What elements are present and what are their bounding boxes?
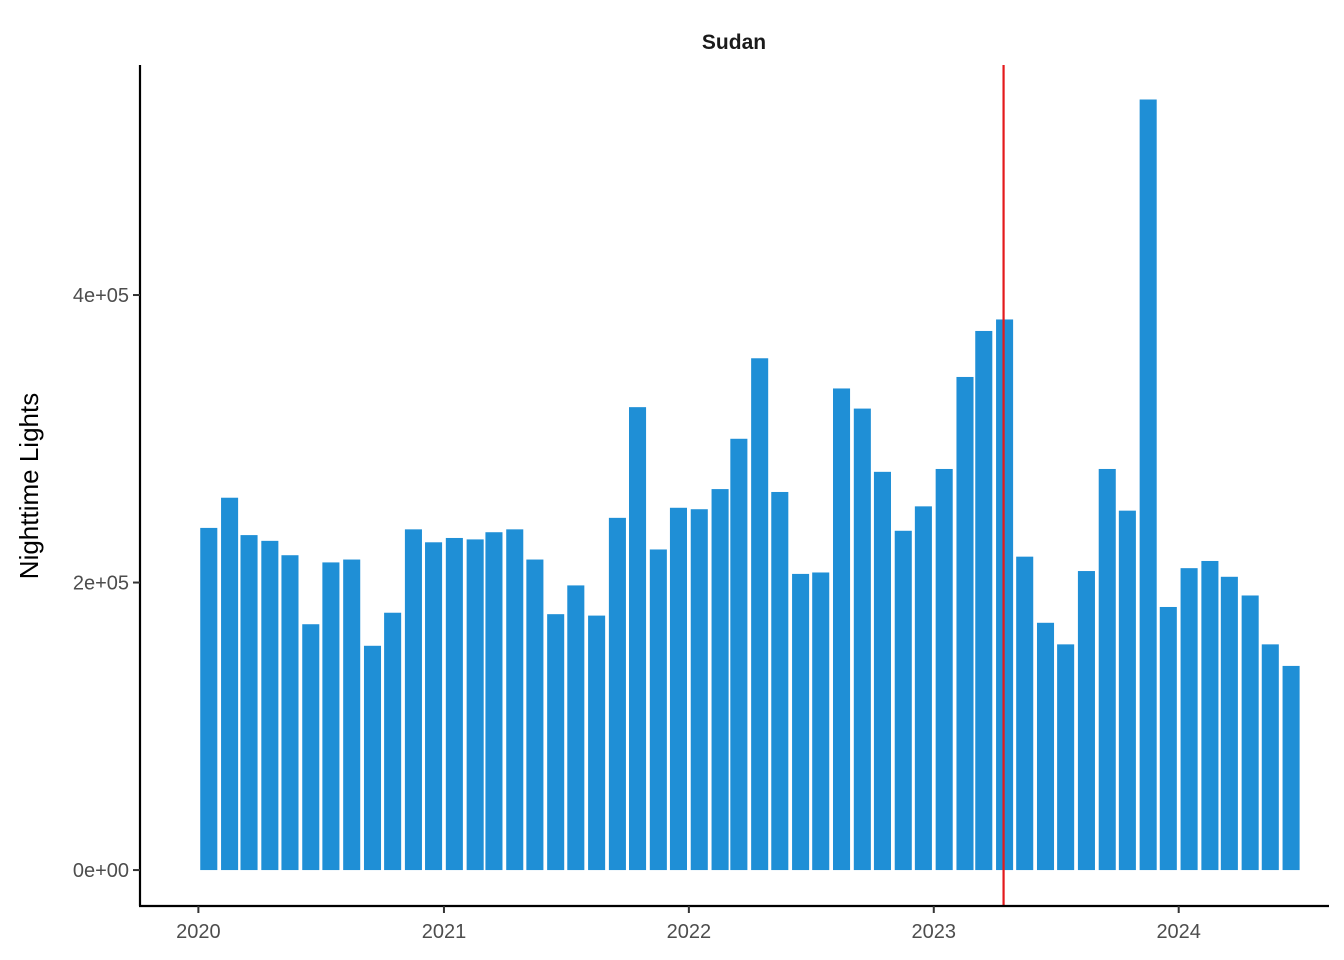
bar-2023-07 — [1057, 644, 1075, 871]
bar-2020-12 — [425, 542, 443, 871]
bar-2021-01 — [445, 537, 463, 871]
bar-2021-06 — [547, 614, 565, 871]
bar-2022-10 — [873, 471, 891, 871]
bar-2020-02 — [221, 497, 239, 871]
bar-2023-05 — [1016, 556, 1034, 871]
bar-2021-07 — [567, 585, 585, 871]
bar-2023-06 — [1036, 622, 1055, 871]
chart-title: Sudan — [702, 31, 766, 54]
bar-2021-05 — [526, 559, 544, 871]
bar-2021-11 — [649, 549, 667, 871]
bar-2020-10 — [384, 612, 402, 871]
x-tick-label: 2023 — [912, 921, 957, 943]
bar-2023-08 — [1077, 571, 1095, 871]
bar-2022-07 — [812, 572, 830, 871]
bar-2024-06 — [1282, 665, 1300, 871]
bar-2023-02 — [956, 376, 974, 871]
bar-2024-02 — [1201, 560, 1219, 871]
x-tick-label: 2020 — [176, 921, 221, 943]
bar-2024-05 — [1261, 644, 1279, 871]
bars-group — [200, 99, 1300, 871]
bar-2021-10 — [629, 407, 647, 871]
bar-2024-03 — [1220, 576, 1238, 871]
bar-2020-07 — [322, 562, 340, 871]
bar-2022-11 — [894, 530, 912, 871]
bar-2021-04 — [506, 529, 524, 871]
bar-2021-12 — [669, 507, 687, 871]
bar-2023-10 — [1118, 510, 1136, 871]
bar-2022-03 — [730, 438, 748, 871]
bar-2023-03 — [975, 330, 993, 871]
bar-2023-12 — [1159, 606, 1177, 871]
bar-2023-01 — [935, 468, 953, 871]
y-tick-label: 4e+05 — [73, 285, 129, 307]
bar-2020-08 — [343, 559, 361, 871]
bar-2022-04 — [751, 358, 769, 871]
bar-2020-06 — [302, 624, 320, 871]
bar-2024-04 — [1241, 595, 1259, 871]
y-tick-label: 2e+05 — [73, 573, 129, 595]
bar-2022-02 — [711, 489, 729, 871]
x-tick-label: 2024 — [1156, 921, 1201, 943]
bar-2022-01 — [690, 509, 708, 871]
bar-2021-09 — [608, 517, 626, 871]
bar-2020-04 — [261, 540, 279, 871]
bar-2020-11 — [404, 529, 422, 871]
y-ticks: 0e+00 2e+05 4e+05 — [73, 285, 140, 882]
y-tick-label: 0e+00 — [73, 860, 129, 882]
x-ticks: 2020 2021 2022 2023 2024 — [176, 906, 1201, 943]
bar-2020-03 — [240, 535, 258, 871]
bar-2020-09 — [363, 645, 382, 871]
bar-2022-05 — [771, 491, 789, 871]
y-axis-title: Nighttime Lights — [14, 393, 44, 579]
bar-2020-05 — [281, 555, 299, 871]
bar-2023-09 — [1098, 468, 1116, 871]
bar-2024-01 — [1180, 568, 1198, 871]
bar-2020-01 — [200, 527, 218, 871]
bar-2022-12 — [914, 506, 932, 871]
bar-2021-02 — [466, 539, 484, 871]
x-tick-label: 2022 — [667, 921, 712, 943]
bar-2022-06 — [792, 573, 810, 871]
bar-2022-09 — [853, 408, 871, 871]
bar-2023-11 — [1139, 99, 1157, 871]
bar-2021-08 — [588, 615, 606, 871]
x-tick-label: 2021 — [422, 921, 467, 943]
bar-2021-03 — [485, 532, 503, 871]
bar-2022-08 — [833, 388, 851, 871]
